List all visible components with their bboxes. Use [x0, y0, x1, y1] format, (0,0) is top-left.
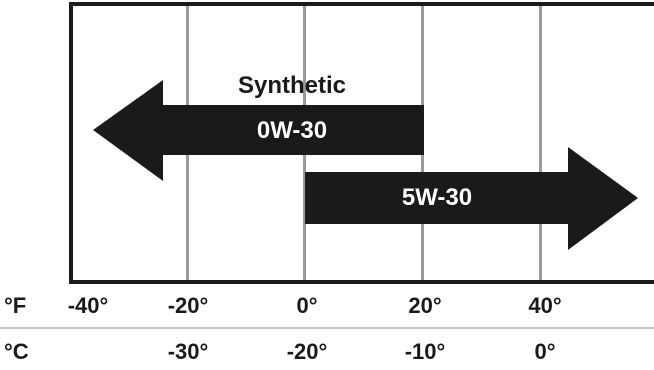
grade-label-5w-30: 5W-30 [401, 184, 473, 211]
fahrenheit-unit-label: °F [4, 293, 27, 318]
chart-frame-left [69, 2, 73, 284]
chart-frame-bottom [69, 280, 654, 284]
arrow-0w-30 [93, 80, 424, 181]
arrow-5w-30 [305, 147, 638, 250]
celsius-unit-label: °C [4, 339, 29, 364]
chart-frame-top [69, 2, 654, 6]
grade-label-0w-30: 0W-30 [256, 117, 328, 144]
fahrenheit-tick-label: 40° [528, 293, 562, 318]
scale-separator [0, 327, 654, 329]
gridline-40f [539, 6, 542, 280]
fahrenheit-tick-label: 20° [408, 293, 442, 318]
oil-type-label: Synthetic [237, 72, 347, 99]
celsius-tick-label: -10° [404, 339, 446, 364]
celsius-tick-label: -30° [167, 339, 209, 364]
celsius-tick-label: 0° [534, 339, 556, 364]
fahrenheit-tick-label: -40° [67, 293, 109, 318]
fahrenheit-tick-label: 0° [296, 293, 318, 318]
fahrenheit-tick-label: -20° [167, 293, 209, 318]
celsius-tick-label: -20° [286, 339, 328, 364]
